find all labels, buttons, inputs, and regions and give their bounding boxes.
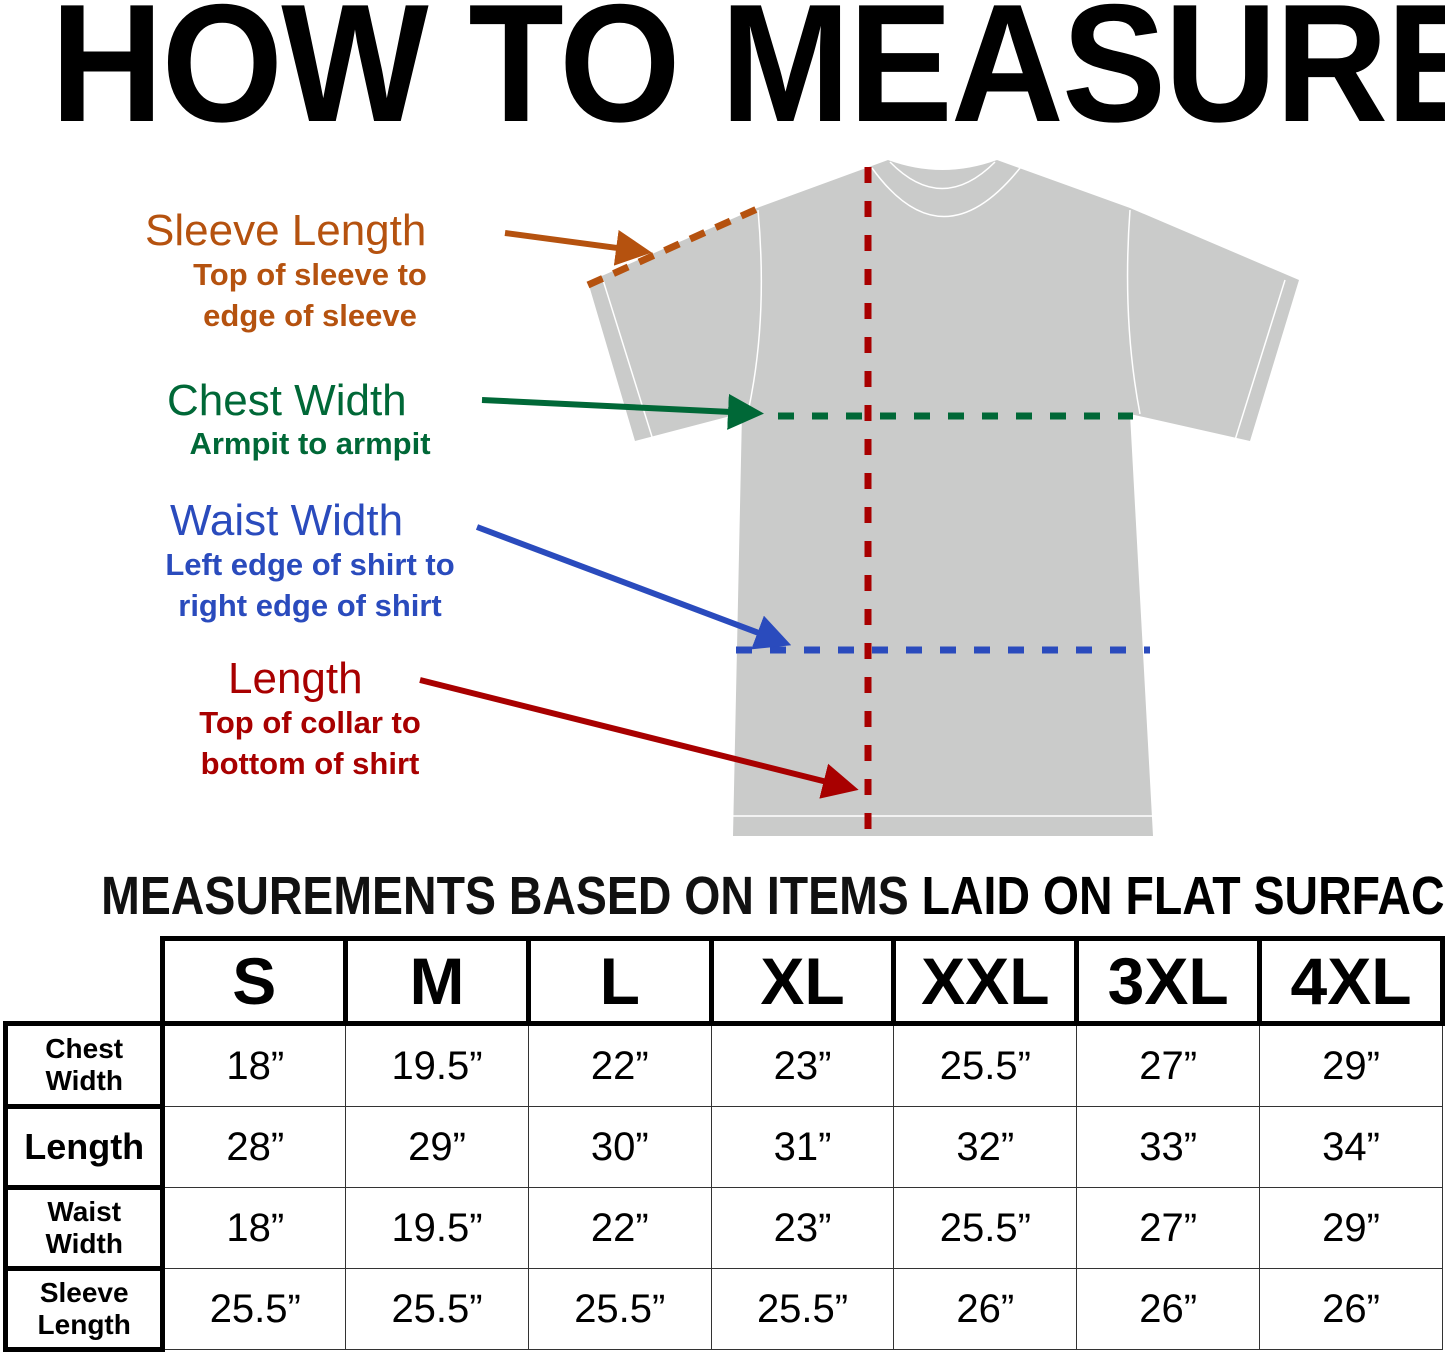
size-header: S <box>160 936 349 1026</box>
row-label: Waist Width <box>2 1185 166 1271</box>
measurement-cell: 18” <box>162 1187 347 1269</box>
table-row: Sleeve Length 25.5” 25.5” 25.5” 25.5” 26” 26” 26… <box>2 1266 1443 1352</box>
measurement-cell: 23” <box>710 1023 895 1107</box>
size-header: 4XL <box>1257 936 1445 1026</box>
sleeve-arrow <box>504 229 652 266</box>
size-header: XXL <box>891 936 1080 1026</box>
measurement-cell: 25.5” <box>527 1268 712 1350</box>
table-row: Waist Width 18” 19.5” 22” 23” 25.5” 27” 29” <box>2 1185 1443 1271</box>
page-title: HOW TO MEASURE <box>50 0 1445 157</box>
label-heading: Length <box>228 654 363 703</box>
row-label-line: Sleeve <box>39 1277 129 1308</box>
row-label-line: Chest <box>45 1033 124 1064</box>
measurement-cell: 33” <box>1076 1106 1261 1188</box>
size-header: 3XL <box>1074 936 1263 1026</box>
waist-arrow <box>475 524 792 650</box>
label-detail: edge of sleeve <box>203 298 417 333</box>
waist-width-label: Waist Width Left edge of shirt to right … <box>140 498 480 626</box>
measurement-cell: 22” <box>527 1023 712 1107</box>
row-label: Length <box>2 1104 166 1190</box>
row-label-line: Width <box>45 1228 123 1259</box>
measurement-cell: 29” <box>1259 1023 1443 1107</box>
label-detail: Top of collar to <box>199 705 421 740</box>
row-label-line: Waist <box>47 1196 122 1227</box>
label-detail: right edge of shirt <box>178 588 442 623</box>
note-part-1: MEASUREMENTS BASED ON ITEMS <box>101 866 922 926</box>
measurement-cell: 19.5” <box>345 1023 529 1107</box>
measurement-cell: 34” <box>1259 1106 1443 1188</box>
size-header: L <box>525 936 714 1026</box>
label-heading: Sleeve Length <box>145 206 427 255</box>
measurement-cell: 25.5” <box>162 1268 347 1350</box>
sleeve-measure-line <box>586 205 759 289</box>
label-detail: Left edge of shirt to <box>165 547 455 582</box>
label-detail: Top of sleeve to <box>193 257 427 292</box>
row-label-line: Length <box>37 1309 131 1340</box>
measurement-cell: 26” <box>1076 1268 1261 1350</box>
row-label: Chest Width <box>2 1021 166 1109</box>
note-part-2: LAID ON FLAT SURFACE <box>921 866 1445 926</box>
size-header: XL <box>708 936 897 1026</box>
measurement-cell: 22” <box>527 1187 712 1269</box>
length-label: Length Top of collar to bottom of shirt <box>160 656 460 784</box>
measurement-cell: 26” <box>893 1268 1078 1350</box>
length-arrow <box>419 677 859 799</box>
size-header-row: S M L XL XXL 3XL 4XL <box>6 936 1445 1026</box>
row-label-line: Width <box>45 1065 123 1096</box>
shirt-diagram <box>419 160 1299 836</box>
chest-arrow <box>481 393 764 430</box>
label-detail: bottom of shirt <box>200 746 420 781</box>
measurement-cell: 29” <box>345 1106 529 1188</box>
measurement-cell: 28” <box>162 1106 347 1188</box>
measurement-cell: 19.5” <box>345 1187 529 1269</box>
measurement-cell: 31” <box>710 1106 895 1188</box>
measurement-cell: 30” <box>527 1106 712 1188</box>
sleeve-length-label: Sleeve Length Top of sleeve to edge of s… <box>140 208 480 336</box>
measurement-cell: 23” <box>710 1187 895 1269</box>
measurement-cell: 27” <box>1076 1023 1261 1107</box>
label-detail: Armpit to armpit <box>189 426 431 461</box>
size-header: M <box>343 936 531 1026</box>
measurement-cell: 18” <box>162 1023 347 1107</box>
measurement-cell: 25.5” <box>345 1268 529 1350</box>
row-label: Sleeve Length <box>2 1266 166 1352</box>
measurement-cell: 26” <box>1259 1268 1443 1350</box>
measurement-cell: 25.5” <box>893 1187 1078 1269</box>
row-label-line: Length <box>24 1126 145 1167</box>
measurement-cell: 32” <box>893 1106 1078 1188</box>
measurement-note: MEASUREMENTS BASED ON ITEMS LAID ON FLAT… <box>101 866 1445 926</box>
size-chart-table: S M L XL XXL 3XL 4XL Chest Width 18” 19.5” 2… <box>2 936 1445 1352</box>
table-row: Length 28” 29” 30” 31” 32” 33” 34” <box>2 1104 1443 1190</box>
shirt-shape <box>588 160 1299 836</box>
table-row: Chest Width 18” 19.5” 22” 23” 25.5” 27” 29” <box>2 1021 1443 1109</box>
measurement-cell: 25.5” <box>710 1268 895 1350</box>
measurement-cell: 27” <box>1076 1187 1261 1269</box>
chest-width-label: Chest Width Armpit to armpit <box>160 378 460 464</box>
label-heading: Chest Width <box>167 376 407 425</box>
label-heading: Waist Width <box>170 496 404 545</box>
measurement-cell: 25.5” <box>893 1023 1078 1107</box>
measurement-cell: 29” <box>1259 1187 1443 1269</box>
empty-corner <box>6 939 163 1024</box>
